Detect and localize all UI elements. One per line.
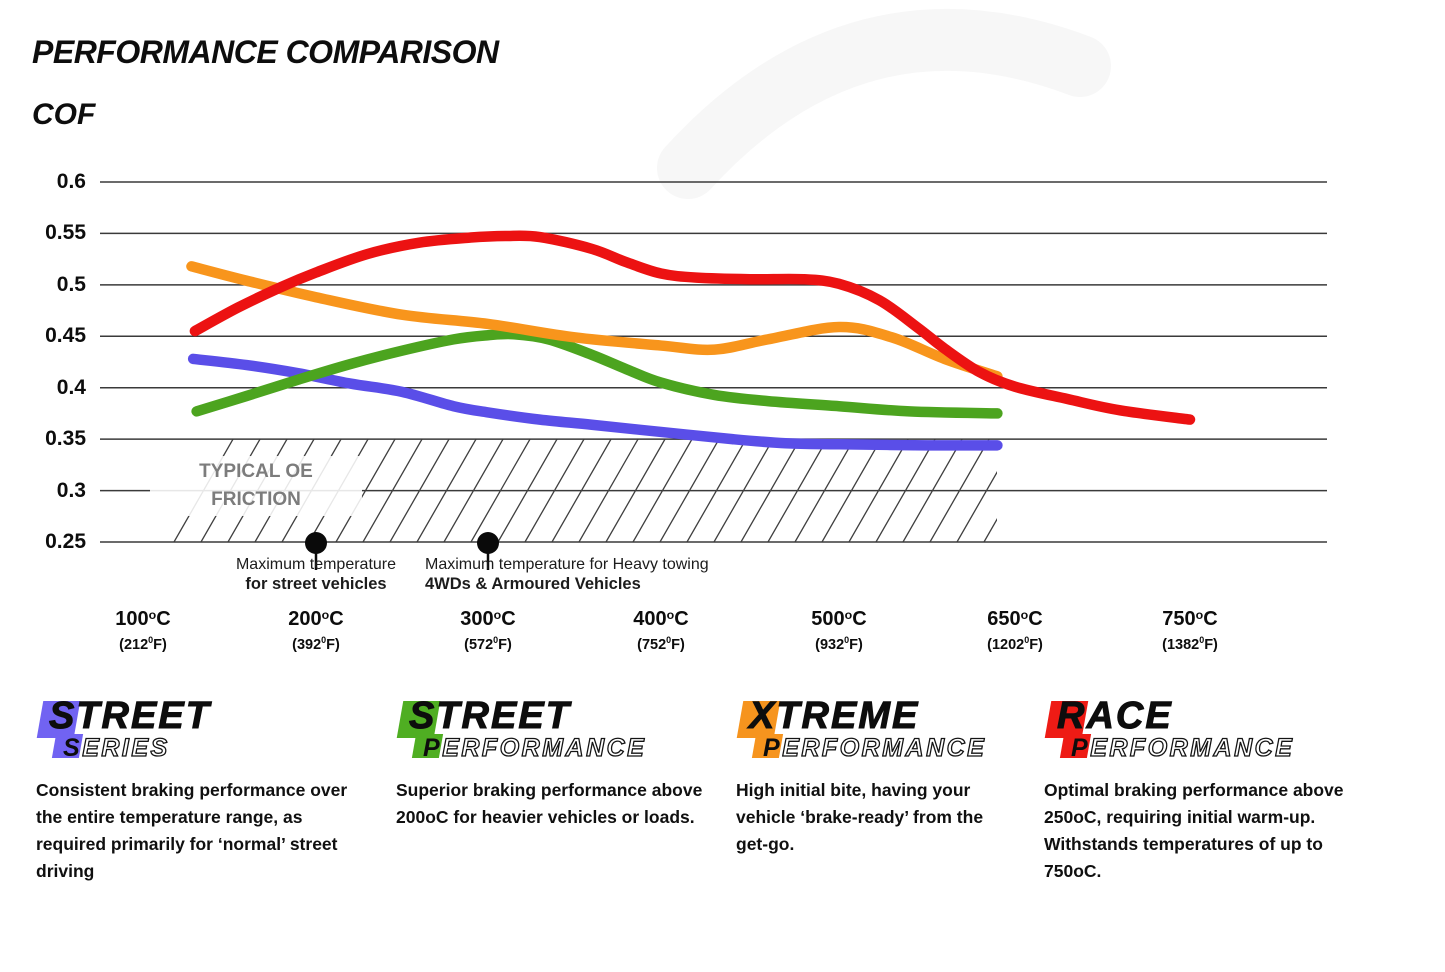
fahrenheit-label: (7520F) xyxy=(637,635,685,653)
logo-word2: PERFORMANCE xyxy=(763,733,987,762)
oe-label-line2: FRICTION xyxy=(211,489,301,510)
y-tick-label: 0.35 xyxy=(45,427,86,451)
typical-oe-friction-label: TYPICAL OE FRICTION xyxy=(150,456,362,516)
legend-description: High initial bite, having your vehicle ‘… xyxy=(736,780,984,854)
fahrenheit-label: (9320F) xyxy=(815,635,863,653)
legend-description: Superior braking performance above 200oC… xyxy=(396,780,703,827)
series-line-xtreme-performance xyxy=(186,261,1003,382)
cof-line-chart xyxy=(100,8,1327,570)
legend-item-race-performance: RACE PERFORMANCE Optimal braking performan… xyxy=(1044,695,1366,882)
x-tick-label: 750oC (13820F) xyxy=(1120,604,1260,655)
fahrenheit-label: (5720F) xyxy=(464,635,512,653)
brand-logo: STREET SERIES xyxy=(36,695,368,769)
annotation-line1: Maximum temperature xyxy=(235,556,397,573)
y-tick-label: 0.25 xyxy=(45,529,86,553)
fahrenheit-label: (13820F) xyxy=(1162,635,1218,653)
logo-word1: STREET xyxy=(409,695,571,738)
legend-description: Consistent braking performance over the … xyxy=(36,780,348,881)
fahrenheit-label: (12020F) xyxy=(987,635,1043,653)
annotation-line2: for street vehicles xyxy=(245,574,387,593)
page-title: PERFORMANCE COMPARISON xyxy=(32,34,499,70)
x-tick-label: 100oC (2120F) xyxy=(73,604,213,655)
celsius-label: 500oC xyxy=(811,608,867,630)
max-temperature-marker-dot xyxy=(305,532,327,554)
series-line-street-performance xyxy=(191,328,1003,419)
celsius-label: 750oC xyxy=(1162,608,1218,630)
logo-word1: XTREME xyxy=(748,695,920,738)
y-tick-label: 0.5 xyxy=(56,272,86,296)
y-tick-label: 0.3 xyxy=(56,478,86,502)
logo-word1: RACE xyxy=(1057,695,1173,738)
y-tick-label: 0.55 xyxy=(45,221,86,245)
x-tick-label: 300oC (5720F) xyxy=(418,604,558,655)
celsius-label: 100oC xyxy=(115,608,171,630)
annotation-line2: 4WDs & Armoured Vehicles xyxy=(425,574,641,593)
legend-description: Optimal braking performance above 250oC,… xyxy=(1044,780,1344,881)
legend-item-xtreme-performance: XTREME PERFORMANCE High initial bite, havi… xyxy=(736,695,1014,855)
logo-word2: SERIES xyxy=(63,733,170,762)
logo-word1: STREET xyxy=(49,695,211,738)
logo-word2: PERFORMANCE xyxy=(423,733,647,762)
celsius-label: 400oC xyxy=(633,608,689,630)
x-tick-label: 650oC (12020F) xyxy=(945,604,1085,655)
celsius-label: 650oC xyxy=(987,608,1043,630)
max-temperature-annotation: Maximum temperature for street vehicles xyxy=(166,556,466,593)
max-temperature-annotation: Maximum temperature for Heavy towing 4WDs… xyxy=(425,556,755,593)
series-line-race-performance xyxy=(189,230,1196,425)
oe-label-line1: TYPICAL OE xyxy=(199,461,313,482)
x-tick-label: 500oC (9320F) xyxy=(769,604,909,655)
brand-logo: XTREME PERFORMANCE xyxy=(736,695,1014,769)
y-tick-label: 0.6 xyxy=(56,170,86,193)
annotation-line1: Maximum temperature for Heavy towing xyxy=(425,556,709,573)
background-swoosh-watermark xyxy=(657,8,1111,199)
y-tick-label: 0.45 xyxy=(45,324,86,348)
x-tick-label: 400oC (7520F) xyxy=(591,604,731,655)
legend-item-street-performance: STREET PERFORMANCE Superior braking perfor… xyxy=(396,695,714,828)
celsius-label: 200oC xyxy=(288,608,344,630)
logo-word2: PERFORMANCE xyxy=(1071,733,1295,762)
brand-logo: STREET PERFORMANCE xyxy=(396,695,714,769)
brand-logo: RACE PERFORMANCE xyxy=(1044,695,1366,769)
celsius-label: 300oC xyxy=(460,608,516,630)
x-tick-label: 200oC (3920F) xyxy=(246,604,386,655)
max-temperature-marker-dot xyxy=(477,532,499,554)
legend-item-street-series: STREET SERIES Consistent braking performan… xyxy=(36,695,368,882)
fahrenheit-label: (3920F) xyxy=(292,635,340,653)
y-axis-title: COF xyxy=(32,98,96,131)
fahrenheit-label: (2120F) xyxy=(119,635,167,653)
y-tick-label: 0.4 xyxy=(56,375,86,399)
